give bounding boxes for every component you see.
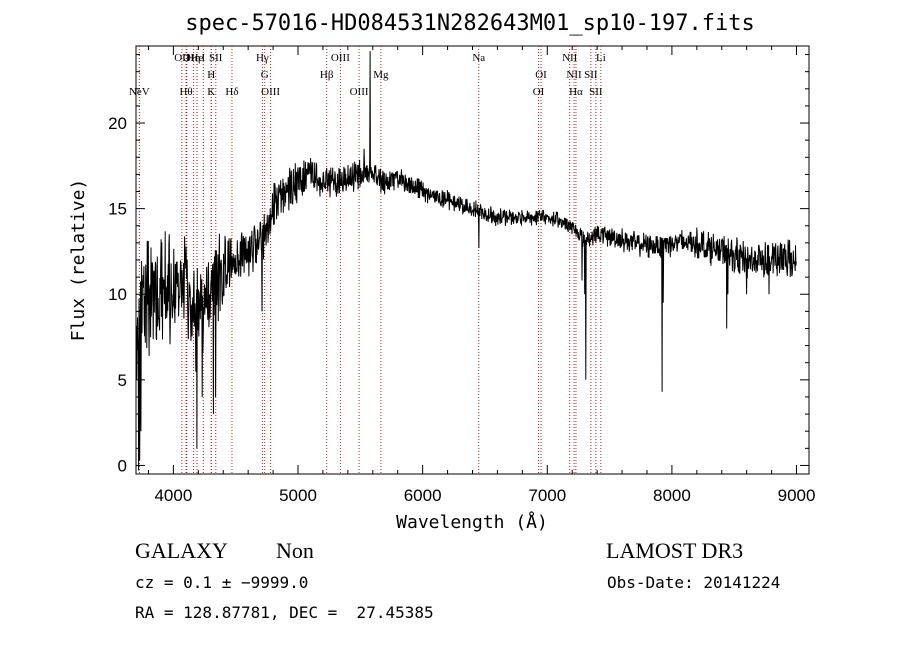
object-class: GALAXY [135,538,228,563]
line-marker-label: OI [535,69,547,81]
line-marker-label: OII [174,52,190,64]
observation-date: Obs-Date: 20141224 [607,573,781,592]
line-marker-label: OI [533,86,545,98]
coordinates-line: RA = 128.87781, DEC = 27.45385 [135,603,434,622]
line-marker-label: NII [566,69,582,81]
line-marker-label: Na [472,52,485,64]
x-tick-label: 6000 [404,486,442,505]
line-marker-label: SII [589,86,603,98]
line-marker-label: Hγ [256,52,269,64]
x-axis-label: Wavelength (Å) [396,511,548,533]
x-axis-ticks: 4000 5000 6000 7000 8000 9000 [147,46,816,505]
y-axis-label: Flux (relative) [68,179,89,342]
line-marker-label: OIII [350,86,369,98]
line-marker-label: G [261,69,269,81]
line-marker-label: Hβ [320,69,334,81]
line-marker-label: Hδ [225,86,238,98]
object-subclass: Non [276,538,314,563]
spectrum-line [135,51,797,471]
line-marker-label: Hθ [179,86,192,98]
x-tick-label: 9000 [778,486,816,505]
x-tick-label: 4000 [154,486,192,505]
line-marker-label: Hη [187,52,201,64]
x-tick-label: 5000 [279,486,317,505]
line-marker-label: NeV [129,86,150,98]
x-tick-label: 8000 [653,486,691,505]
line-marker-label: Hα [569,86,583,98]
x-tick-label: 7000 [528,486,566,505]
line-marker-label: Mg [373,69,389,81]
line-marker-label: OIII [261,86,280,98]
line-marker-label: Li [596,52,606,64]
y-tick-label: 15 [108,200,127,219]
line-marker-label: OIII [331,52,350,64]
y-tick-label: 5 [118,371,127,390]
line-marker-label: SII [209,52,223,64]
line-marker-label: K [207,86,215,98]
y-axis-ticks: 0 5 10 15 20 [108,54,809,475]
line-marker-label: NII [562,52,578,64]
line-marker-label: SII [584,69,598,81]
survey-name: LAMOST DR3 [606,538,744,563]
y-tick-label: 10 [108,285,127,304]
redshift-line: cz = 0.1 ± −9999.0 [135,573,309,592]
line-marker-label: O [183,52,191,64]
y-tick-label: 20 [108,114,127,133]
line-marker-label: H [207,69,215,81]
y-tick-label: 0 [118,456,127,475]
line-marker-label: He [191,52,204,64]
line-marker-label: I [201,52,205,64]
chart-title: spec-57016-HD084531N282643M01_sp10-197.f… [185,11,755,36]
